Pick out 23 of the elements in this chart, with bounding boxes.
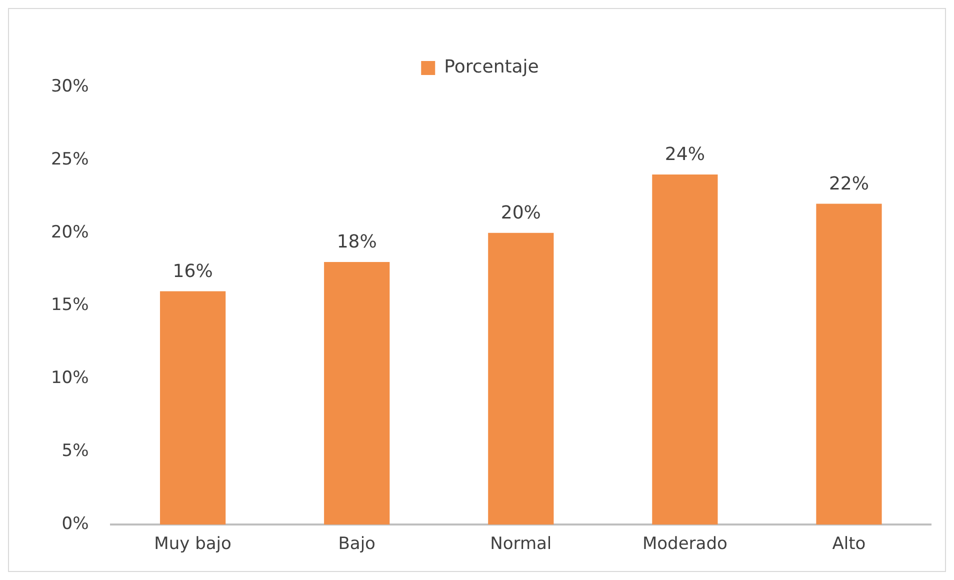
data-label: 18% (336, 232, 377, 253)
y-tick-label: 30% (50, 76, 89, 96)
x-tick-label: Moderado (642, 534, 728, 554)
x-tick-label: Normal (490, 534, 552, 554)
bar (324, 262, 390, 525)
legend-label: Porcentaje (444, 56, 539, 78)
data-label: 24% (664, 144, 705, 166)
y-tick-label: 0% (62, 514, 89, 534)
bar (816, 204, 882, 525)
y-tick-label: 25% (50, 149, 89, 170)
x-tick-label: Bajo (338, 534, 376, 554)
x-tick-label: Alto (832, 534, 866, 554)
y-tick-label: 20% (50, 222, 89, 242)
y-tick-label: 5% (62, 441, 89, 462)
bar (652, 174, 718, 525)
bar (160, 291, 226, 525)
bar (488, 232, 554, 525)
y-tick-label: 10% (50, 368, 89, 388)
data-label: 16% (172, 260, 213, 282)
x-tick-label: Muy bajo (154, 534, 232, 554)
data-label: 20% (500, 202, 541, 224)
data-label: 22% (828, 173, 869, 194)
y-tick-label: 15% (50, 295, 89, 316)
